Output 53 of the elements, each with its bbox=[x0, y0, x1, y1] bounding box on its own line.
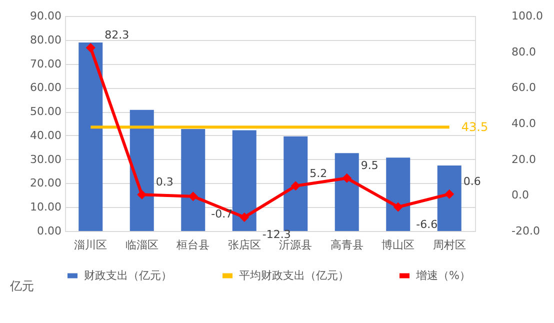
point bbox=[240, 212, 250, 222]
point bbox=[393, 202, 403, 212]
y-tick-label: 80.00 bbox=[30, 33, 62, 46]
point bbox=[86, 42, 96, 52]
y-tick-label: 70.00 bbox=[30, 57, 62, 70]
legend-label: 财政支出（亿元） bbox=[84, 268, 172, 282]
y-tick-label: 30.00 bbox=[30, 152, 62, 166]
y-tick-label: 50.00 bbox=[30, 105, 62, 118]
point bbox=[444, 189, 454, 199]
y-tick-label: 20.00 bbox=[30, 176, 62, 190]
legend-label: 增速（%） bbox=[415, 268, 470, 282]
x-tick-label: 张店区 bbox=[228, 238, 261, 252]
data-label: -0.7 bbox=[211, 207, 233, 220]
data-label: -6.6 bbox=[416, 218, 438, 231]
x-tick-label: 沂源县 bbox=[279, 238, 312, 252]
y2-tick-label: 40.0 bbox=[512, 117, 536, 130]
y2-tick-label: 100.0 bbox=[512, 10, 543, 22]
bar bbox=[181, 128, 206, 231]
bar bbox=[130, 110, 154, 231]
x-tick-label: 博山区 bbox=[382, 238, 415, 252]
x-tick-label: 桓台县 bbox=[176, 238, 210, 252]
y-tick-label: 10.00 bbox=[30, 200, 62, 214]
data-label: 0.3 bbox=[156, 176, 174, 189]
y-tick-label: 40.00 bbox=[30, 128, 62, 142]
point bbox=[188, 192, 198, 202]
data-label: 9.5 bbox=[360, 159, 378, 172]
data-label: 5.2 bbox=[310, 166, 328, 180]
y2-tick-label: 60.0 bbox=[512, 81, 536, 94]
x-tick-label: 高青县 bbox=[330, 238, 364, 252]
data-label: 0.6 bbox=[463, 175, 481, 188]
y2-tick-label: -20.0 bbox=[512, 224, 540, 238]
bar bbox=[78, 42, 103, 231]
x-tick-label: 周村区 bbox=[432, 238, 466, 252]
bar bbox=[232, 130, 256, 231]
point bbox=[137, 190, 147, 200]
y-tick-label: 90.00 bbox=[30, 10, 62, 22]
data-label: 82.3 bbox=[104, 28, 130, 42]
data-label: 43.5 bbox=[461, 120, 488, 134]
y-tick-label: 0.00 bbox=[37, 224, 62, 238]
bar bbox=[334, 153, 359, 231]
legend-label: 平均财政支出（亿元） bbox=[239, 268, 349, 282]
text: 亿元 bbox=[9, 279, 34, 293]
x-tick-label: 淄川区 bbox=[74, 238, 108, 252]
point bbox=[290, 181, 300, 191]
x-tick-label: 临淄区 bbox=[125, 238, 158, 252]
y2-tick-label: 80.0 bbox=[512, 45, 536, 58]
point bbox=[342, 173, 352, 183]
bar bbox=[386, 158, 410, 231]
y2-tick-label: 0.0 bbox=[512, 188, 529, 202]
y-tick-label: 60.00 bbox=[30, 81, 62, 94]
bar bbox=[284, 136, 308, 231]
y2-tick-label: 20.0 bbox=[512, 152, 536, 166]
bar bbox=[437, 166, 462, 231]
